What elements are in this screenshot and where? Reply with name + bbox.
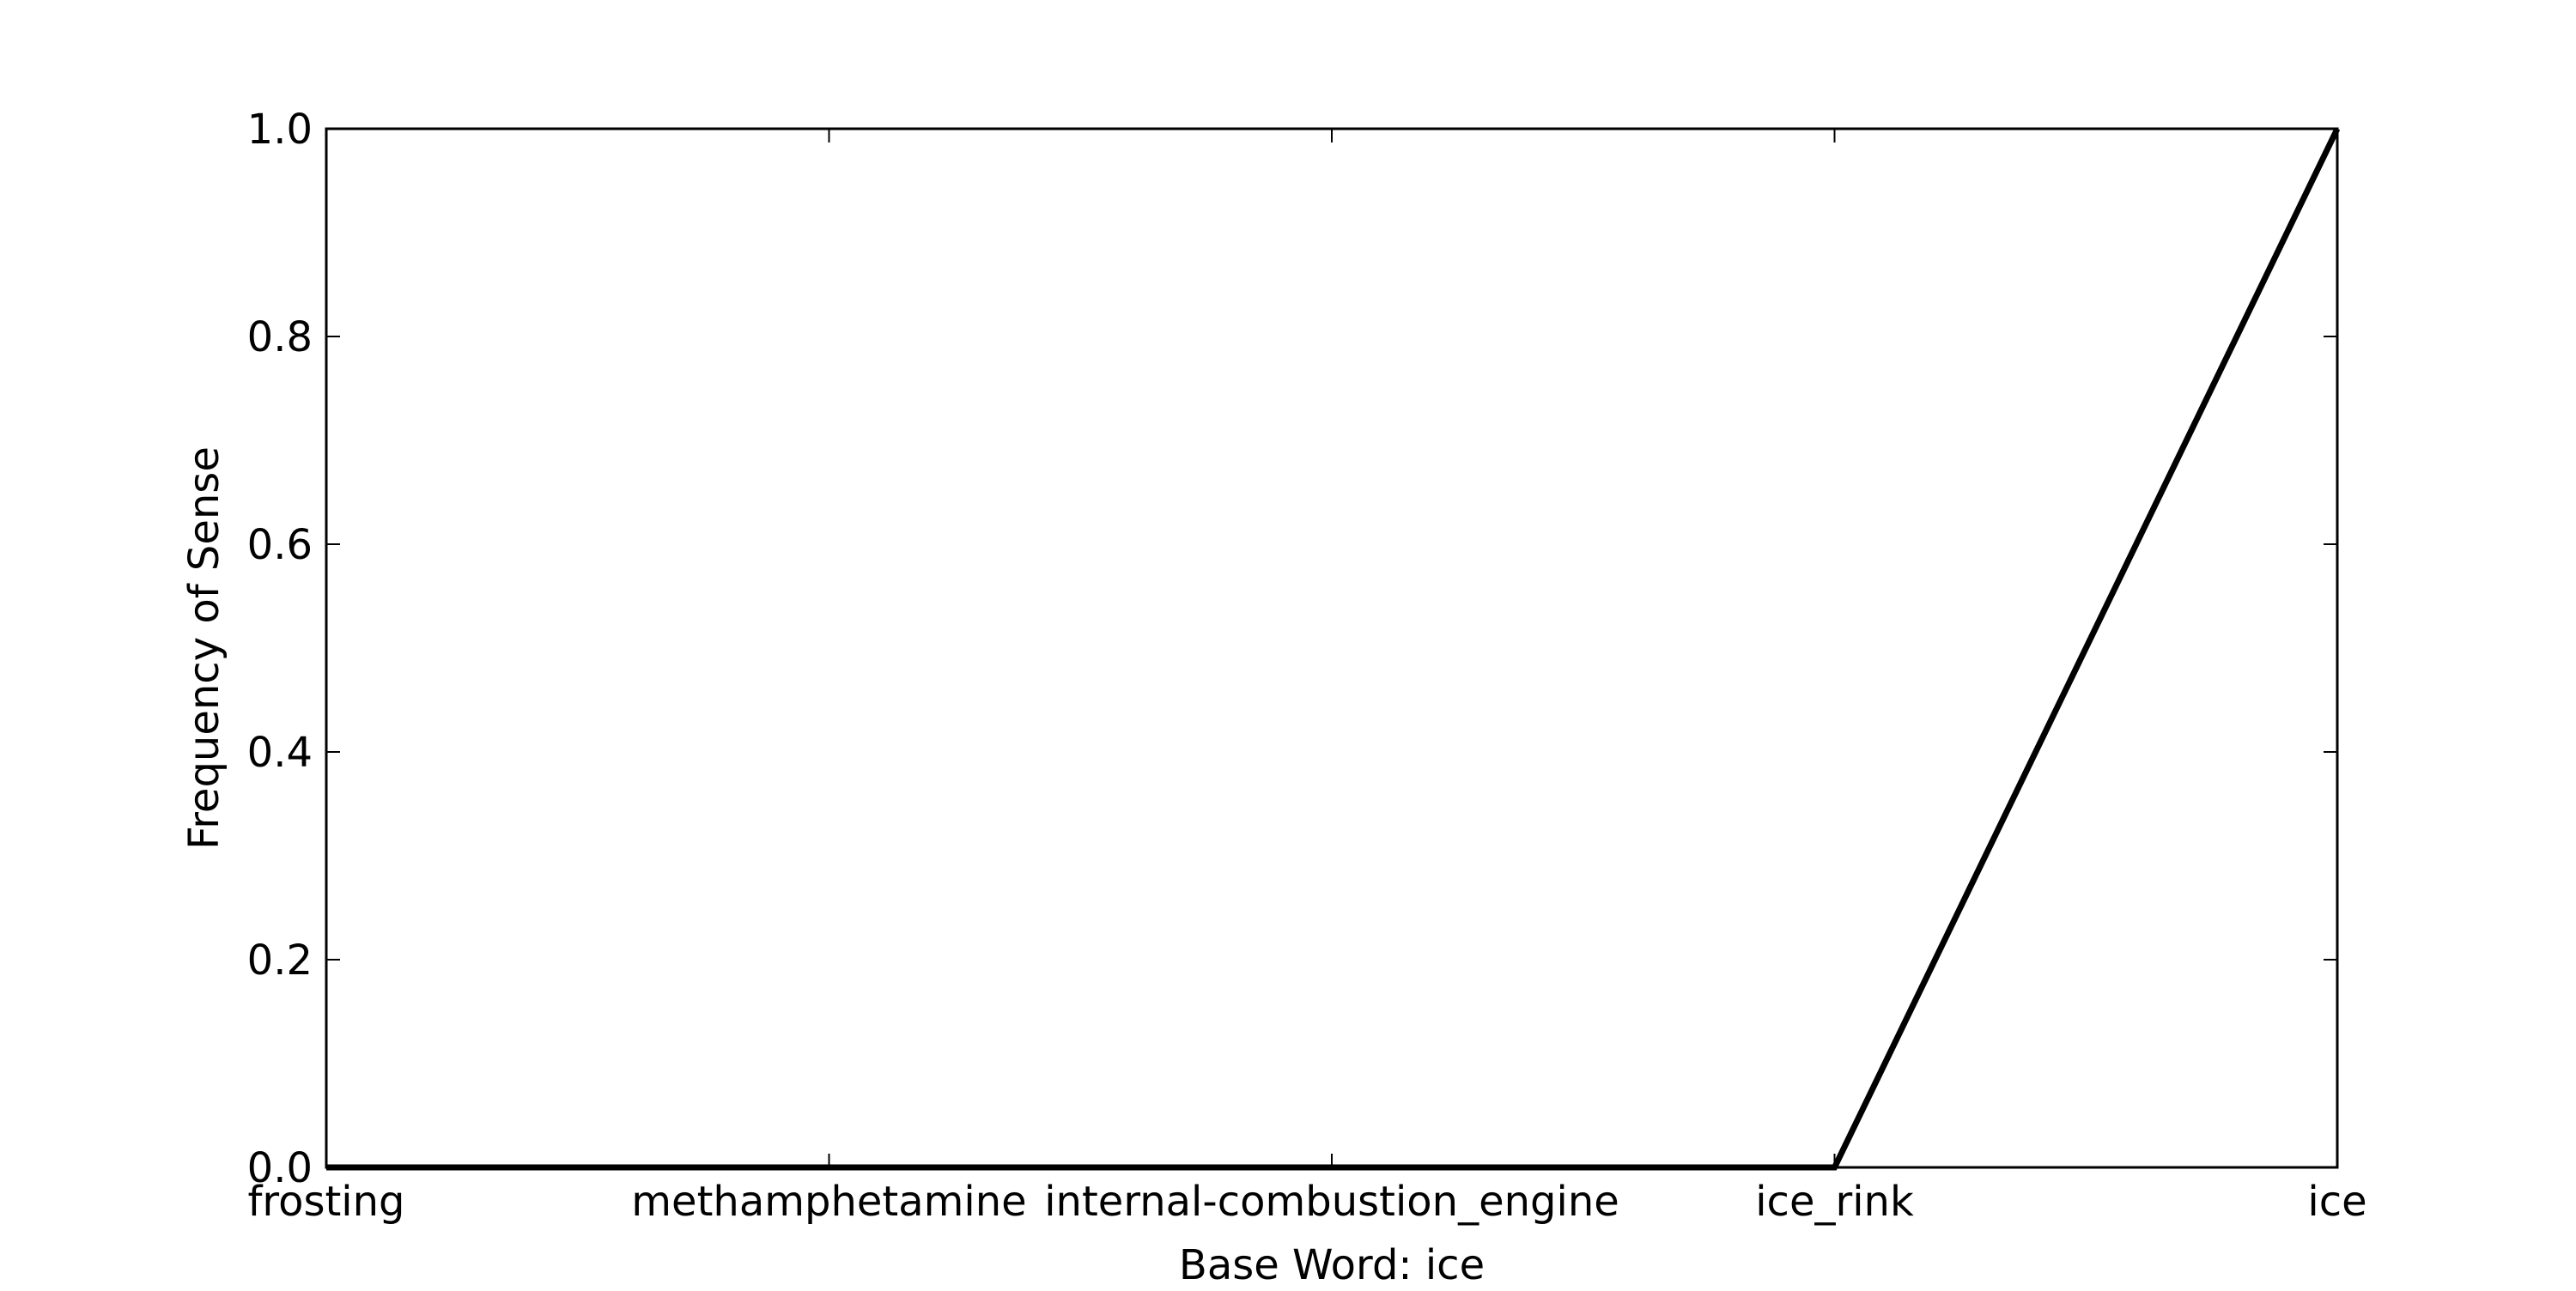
series-line [326, 127, 2341, 1171]
x-tick-label: frosting [248, 1178, 405, 1226]
y-axis-label: Frequency of Sense [180, 446, 228, 850]
y-tick-label: 0.8 [247, 313, 313, 361]
plot-area: 0.0 0.2 0.4 0.6 0.8 1.0 frosting methamphetamin… [247, 106, 2367, 1226]
y-tick-label: 0.0 [247, 1144, 313, 1192]
x-tick-label: methamphetamine [631, 1178, 1026, 1226]
y-tick-label: 0.2 [247, 936, 313, 985]
y-tick-label: 0.4 [247, 729, 313, 777]
plot-frame [325, 127, 2339, 1169]
y-tick-label: 1.0 [247, 106, 313, 154]
x-tick-label: ice_rink [1755, 1178, 1914, 1226]
x-axis-label: Base Word: ice [1179, 1241, 1485, 1288]
x-tick-label: ice [2307, 1178, 2366, 1226]
y-tick-label: 0.6 [247, 521, 313, 569]
x-tick-label: internal-combustion_engine [1044, 1178, 1619, 1226]
